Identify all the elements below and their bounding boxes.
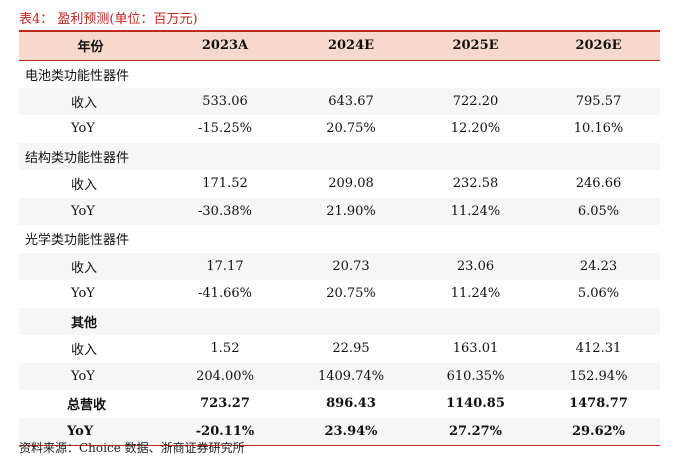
cell (537, 143, 660, 171)
row-label: 其他 (71, 315, 98, 331)
row-label: 收入 (71, 95, 98, 111)
row-label: 收入 (71, 260, 98, 276)
cell: 10.16% (573, 121, 624, 137)
source-note: 资料来源：Choice 数据、浙商证券研究所 (19, 441, 245, 455)
cell: 23.94% (324, 423, 378, 439)
cell (162, 143, 288, 171)
cell: 24.23 (579, 258, 618, 274)
cell (414, 225, 537, 253)
cell (288, 143, 414, 171)
cell: 11.24% (450, 203, 501, 219)
header-2024e: 2024E (327, 38, 375, 54)
cell: 1.52 (210, 341, 240, 357)
cell: 246.66 (575, 176, 622, 192)
cell: 6.05% (577, 203, 620, 219)
cell: -15.25% (198, 121, 252, 137)
table-row: 其他 (19, 307, 660, 336)
table-row: 收入 171.52 209.08 232.58 246.66 (19, 170, 660, 198)
table-caption: 表4： 盈利预测(单位：百万元) (19, 12, 198, 27)
cell: 12.20% (450, 121, 501, 137)
cell (288, 308, 414, 336)
cell: 23.06 (456, 258, 495, 274)
table-row-total-yoy: YoY -20.11% 23.94% 27.27% 29.62% (19, 417, 660, 445)
cell: -41.66% (198, 286, 252, 302)
cell: 171.52 (202, 176, 248, 192)
cell: 204.00% (196, 368, 254, 384)
cell: 610.35% (446, 368, 505, 384)
cell: 643.67 (328, 93, 374, 109)
forecast-table-wrapper: 年份 2023A 2024E 2025E 2026E 电池类功能性器件 收入 5… (19, 30, 660, 446)
cell (288, 60, 414, 88)
row-label: 电池类功能性器件 (25, 68, 130, 84)
table-row: 收入 17.17 20.73 23.06 24.23 (19, 252, 660, 280)
row-label: YoY (67, 423, 94, 439)
row-label: 总营收 (67, 398, 107, 414)
cell: -30.38% (198, 203, 252, 219)
table-row: YoY -30.38% 21.90% 11.24% 6.05% (19, 197, 660, 225)
table-row-total: 总营收 723.27 896.43 1140.85 1478.77 (19, 390, 660, 418)
table-row: YoY 204.00% 1409.74% 610.35% 152.94% (19, 362, 660, 390)
earnings-forecast-table: 年份 2023A 2024E 2025E 2026E 电池类功能性器件 收入 5… (19, 30, 660, 446)
cell (537, 308, 660, 336)
table-body: 电池类功能性器件 收入 533.06 643.67 722.20 795.57 … (19, 60, 660, 445)
cell: 29.62% (571, 423, 626, 439)
row-label: 结构类功能性器件 (25, 150, 130, 166)
cell: 152.94% (569, 368, 628, 384)
cell (414, 308, 537, 336)
cell (162, 60, 288, 88)
cell (537, 225, 660, 253)
cell: 27.27% (448, 423, 503, 439)
cell: 22.95 (332, 341, 370, 357)
cell: 5.06% (577, 286, 620, 302)
cell (414, 143, 537, 171)
row-label: YoY (71, 121, 95, 137)
table-header-row: 年份 2023A 2024E 2025E 2026E (19, 31, 660, 60)
row-label: 收入 (71, 343, 98, 359)
header-2023a: 2023A (201, 38, 249, 54)
cell: 1140.85 (446, 396, 505, 412)
cell (288, 225, 414, 253)
row-label: 光学类功能性器件 (25, 233, 130, 249)
table-row: 光学类功能性器件 (19, 225, 660, 253)
cell: 1409.74% (317, 368, 385, 384)
cell (162, 308, 288, 336)
cell: 795.57 (575, 93, 622, 109)
cell: 896.43 (326, 396, 376, 412)
cell (537, 60, 660, 88)
cell: 163.01 (452, 341, 499, 357)
table-row: 收入 1.52 22.95 163.01 412.31 (19, 335, 660, 363)
header-year: 年份 (77, 40, 104, 56)
cell: 722.20 (452, 93, 499, 109)
table-row: 电池类功能性器件 (19, 60, 660, 88)
cell: 232.58 (452, 176, 499, 192)
cell (162, 225, 288, 253)
cell: 723.27 (200, 396, 250, 412)
table-row: 收入 533.06 643.67 722.20 795.57 (19, 87, 660, 115)
row-label: 收入 (71, 178, 98, 194)
cell: 17.17 (206, 258, 244, 274)
row-label: YoY (71, 368, 95, 384)
cell: 1478.77 (569, 396, 628, 412)
table-row: YoY -15.25% 20.75% 12.20% 10.16% (19, 115, 660, 143)
cell: 20.75% (326, 121, 376, 137)
header-2025e: 2025E (452, 38, 499, 54)
cell: 20.75% (326, 286, 376, 302)
cell: 412.31 (575, 341, 622, 357)
cell: 209.08 (328, 176, 374, 192)
cell: 533.06 (202, 93, 248, 109)
table-row: 结构类功能性器件 (19, 142, 660, 171)
cell (414, 60, 537, 88)
row-label: YoY (71, 203, 95, 219)
cell: -20.11% (195, 423, 255, 439)
header-2026e: 2026E (575, 38, 622, 54)
cell: 20.73 (332, 258, 370, 274)
cell: 21.90% (326, 203, 376, 219)
row-label: YoY (71, 286, 95, 302)
table-row: YoY -41.66% 20.75% 11.24% 5.06% (19, 280, 660, 308)
cell: 11.24% (450, 286, 501, 302)
